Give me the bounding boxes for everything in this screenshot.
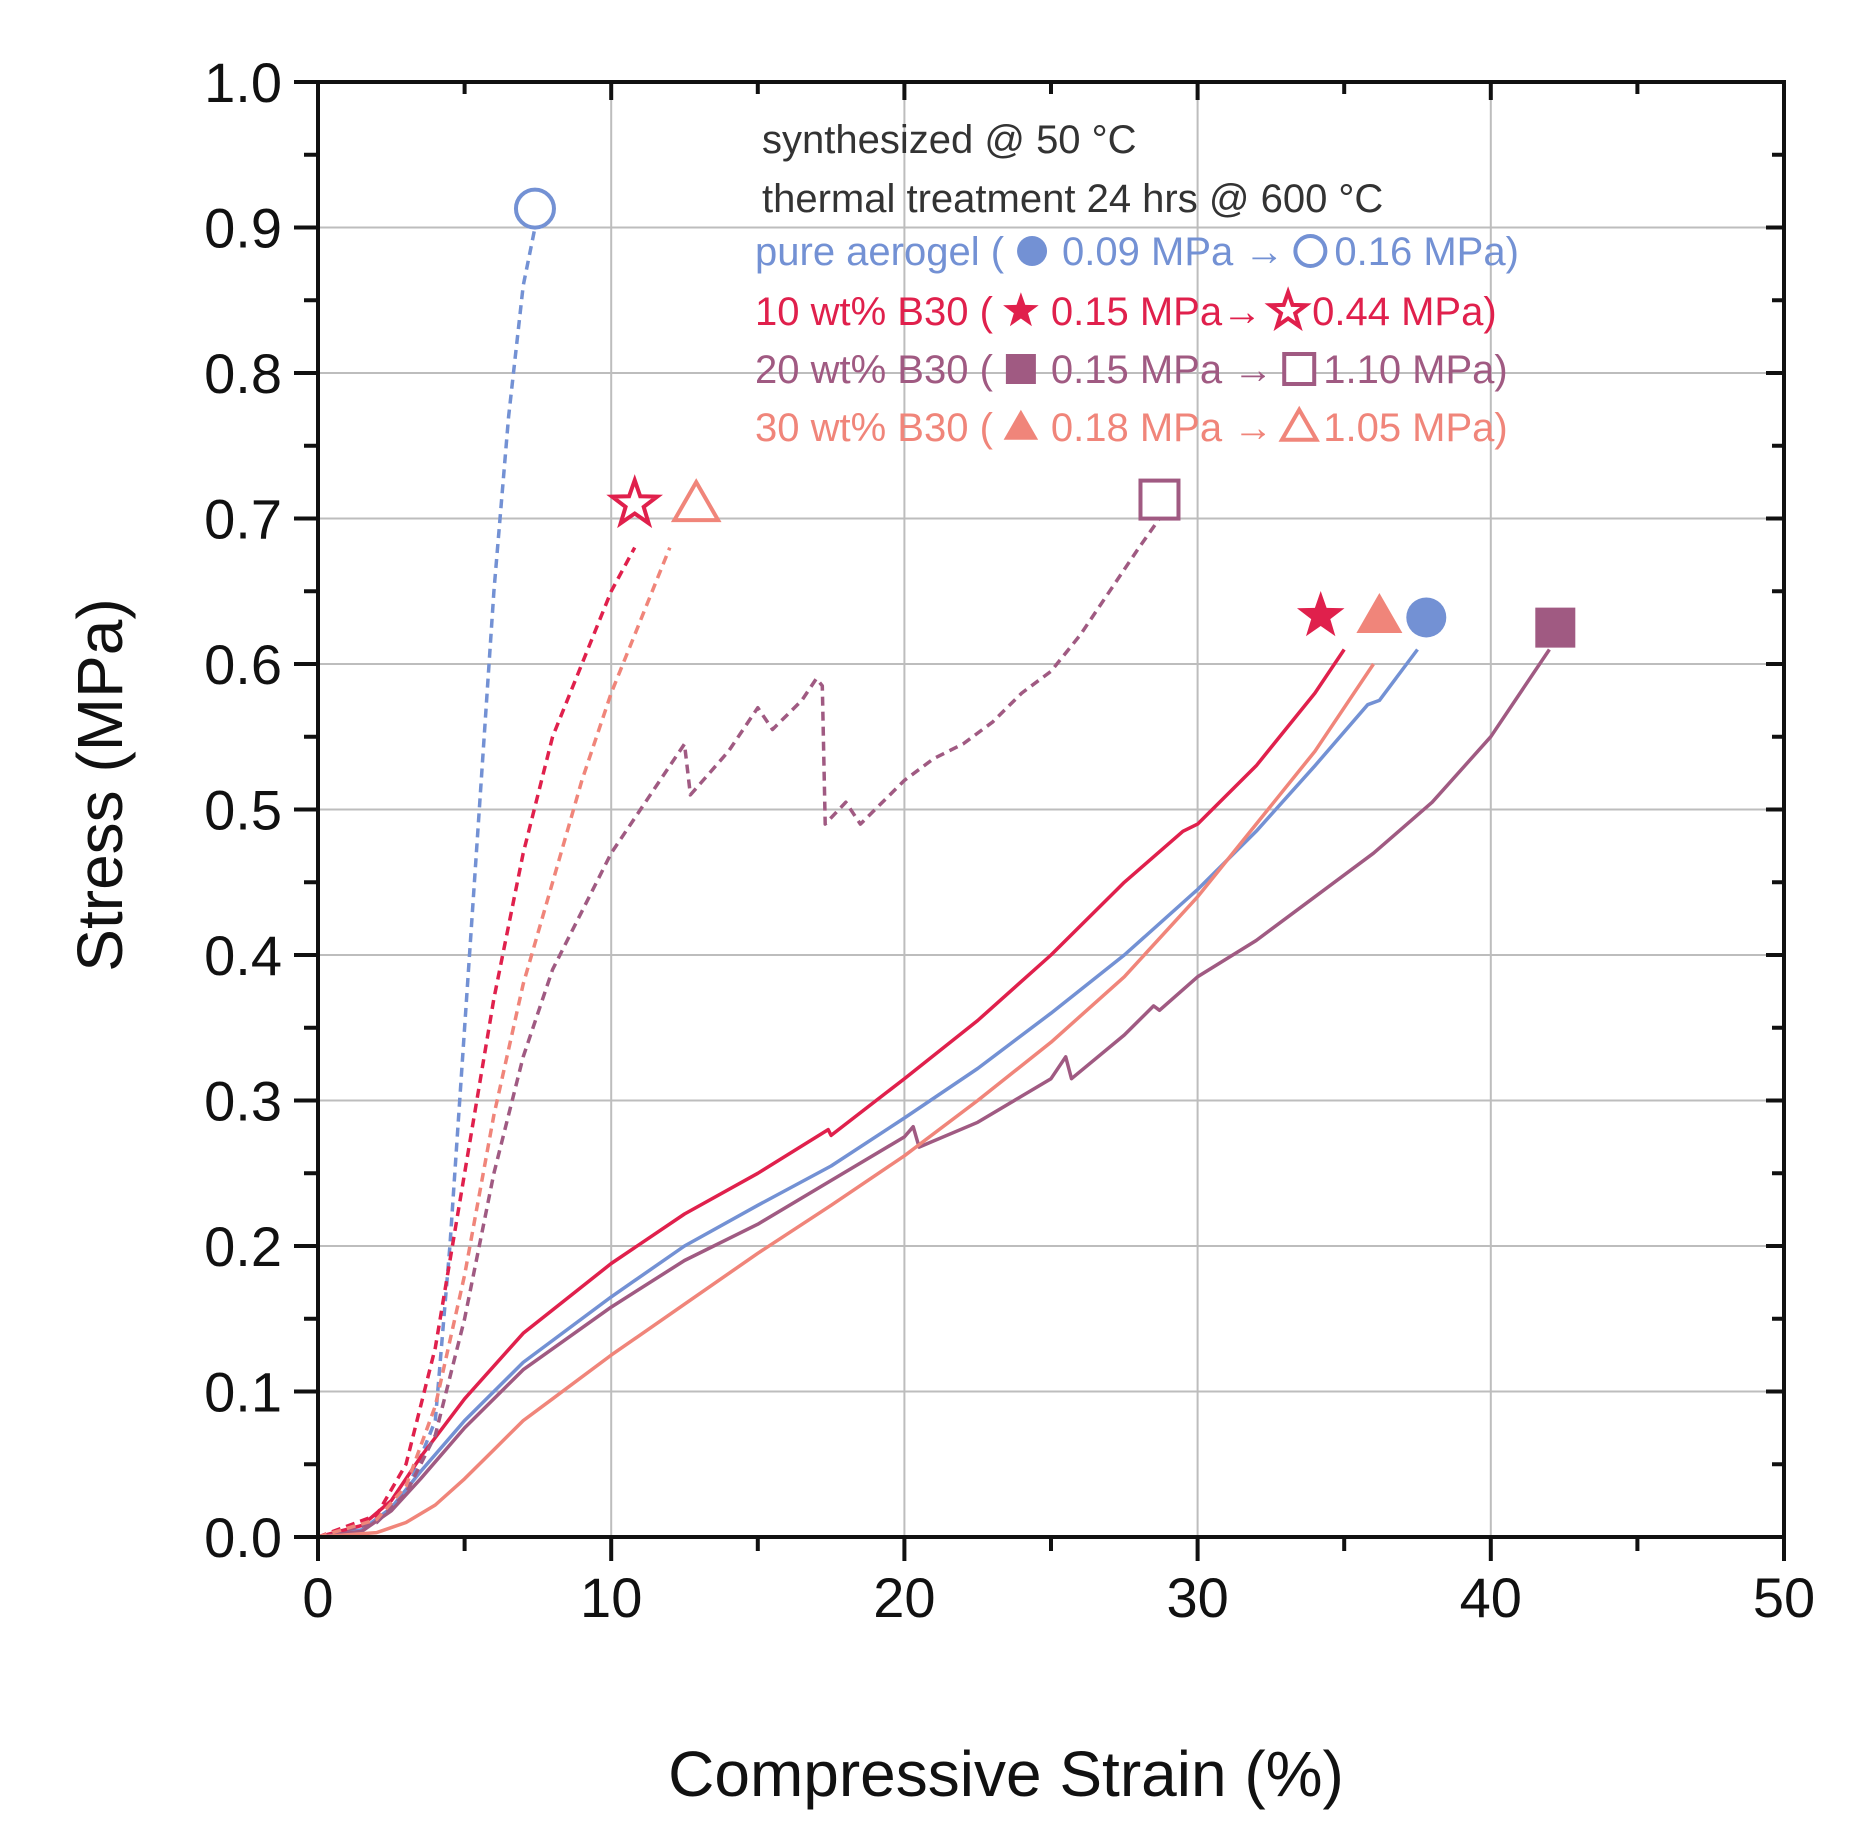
- 30-wt-b30-open-marker: [670, 478, 722, 523]
- 30-wt-b30-legend-after-value: 1.05 MPa): [1323, 406, 1508, 450]
- y-tick-label: 0.6: [204, 633, 282, 696]
- x-tick-label: 0: [302, 1566, 333, 1629]
- 10-wt-b30-legend-open-marker: [1264, 286, 1312, 332]
- pure-aerogel-legend-filled-marker: [1017, 236, 1048, 266]
- y-tick-label: 0.8: [204, 342, 282, 405]
- pure-aerogel-legend-open-marker: [1293, 234, 1328, 268]
- x-tick-label: 50: [1753, 1566, 1815, 1629]
- 30-wt-b30-dashed-line: [317, 546, 672, 1539]
- 10-wt-b30-dashed-line: [317, 546, 637, 1539]
- 10-wt-b30-solid-line: [317, 648, 1346, 1539]
- pure-aerogel-legend-row: pure aerogel ( 0.09 MPa → 0.16 MPa): [755, 230, 1519, 274]
- annotation-synthesis: synthesized @ 50 °C: [762, 118, 1137, 162]
- 10-wt-b30-filled-marker: [1297, 591, 1345, 637]
- annotation-thermal: thermal treatment 24 hrs @ 600 °C: [762, 177, 1383, 221]
- x-tick-label: 40: [1460, 1566, 1522, 1629]
- y-tick-label: 0.2: [204, 1215, 282, 1278]
- 20-wt-b30-legend-before-value: 0.15 MPa →: [1051, 348, 1273, 392]
- y-tick-label: 0.7: [204, 488, 282, 551]
- legend: pure aerogel ( 0.09 MPa → 0.16 MPa) 10 wt% …: [755, 230, 1519, 450]
- pure-aerogel-legend-after-value: 0.16 MPa): [1334, 230, 1519, 274]
- pure-aerogel-filled-marker: [1406, 597, 1447, 638]
- tick-labels: 0 10 20 30 40 50 0.0 0.1 0.2 0.3 0.4 0.5 0.6 0.7 0.8 0.…: [204, 51, 1815, 1629]
- 20-wt-b30-legend-label: 20 wt% B30 (: [755, 348, 994, 392]
- y-tick-label: 0.5: [204, 779, 282, 842]
- pure-aerogel-open-marker: [513, 187, 556, 230]
- axes: [294, 80, 1786, 1561]
- data-markers: [513, 187, 1576, 648]
- y-axis-title: Stress (MPa): [64, 598, 136, 971]
- x-axis-title: Compressive Strain (%): [668, 1738, 1344, 1810]
- x-tick-label: 30: [1166, 1566, 1228, 1629]
- 20-wt-b30-dashed-line: [317, 517, 1161, 1539]
- 10-wt-b30-legend-before-value: 0.15 MPa→: [1051, 290, 1262, 334]
- annotation-block: synthesized @ 50 °C thermal treatment 24…: [762, 118, 1383, 221]
- x-tick-label: 10: [580, 1566, 642, 1629]
- 30-wt-b30-legend-open-marker: [1278, 405, 1320, 442]
- 30-wt-b30-legend-label: 30 wt% B30 (: [755, 406, 994, 450]
- y-tick-label: 0.4: [204, 924, 282, 987]
- 20-wt-b30-legend-open-marker: [1282, 352, 1317, 386]
- 20-wt-b30-filled-marker: [1535, 607, 1576, 648]
- 30-wt-b30-legend-filled-marker: [1003, 409, 1039, 440]
- 30-wt-b30-legend-row: 30 wt% B30 ( 0.18 MPa → 1.05 MPa): [755, 405, 1508, 450]
- 30-wt-b30-solid-line: [317, 663, 1375, 1539]
- y-tick-label: 0.9: [204, 197, 282, 260]
- 10-wt-b30-legend-label: 10 wt% B30 (: [755, 290, 994, 334]
- x-tick-label: 20: [873, 1566, 935, 1629]
- 20-wt-b30-open-marker: [1138, 478, 1181, 521]
- 10-wt-b30-legend-filled-marker: [1003, 292, 1039, 327]
- 20-wt-b30-legend-row: 20 wt% B30 ( 0.15 MPa → 1.10 MPa): [755, 348, 1508, 392]
- pure-aerogel-legend-label: pure aerogel (: [755, 230, 1005, 274]
- pure-aerogel-solid-line: [317, 648, 1419, 1539]
- y-tick-label: 0.1: [204, 1361, 282, 1424]
- y-tick-label: 0.0: [204, 1506, 282, 1569]
- 10-wt-b30-legend-after-value: 0.44 MPa): [1312, 290, 1497, 334]
- 30-wt-b30-legend-before-value: 0.18 MPa →: [1051, 406, 1273, 450]
- 20-wt-b30-legend-after-value: 1.10 MPa): [1323, 348, 1508, 392]
- data-curves: [317, 227, 1551, 1539]
- 20-wt-b30-legend-filled-marker: [1005, 354, 1036, 384]
- y-tick-label: 1.0: [204, 51, 282, 114]
- y-tick-label: 0.3: [204, 1070, 282, 1133]
- 10-wt-b30-open-marker: [606, 474, 663, 529]
- 30-wt-b30-filled-marker: [1356, 592, 1403, 633]
- pure-aerogel-legend-before-value: 0.09 MPa →: [1062, 230, 1284, 274]
- 10-wt-b30-legend-row: 10 wt% B30 ( 0.15 MPa→ 0.44 MPa): [755, 286, 1497, 334]
- pure-aerogel-dashed-line: [317, 227, 537, 1539]
- 20-wt-b30-solid-line: [317, 648, 1551, 1539]
